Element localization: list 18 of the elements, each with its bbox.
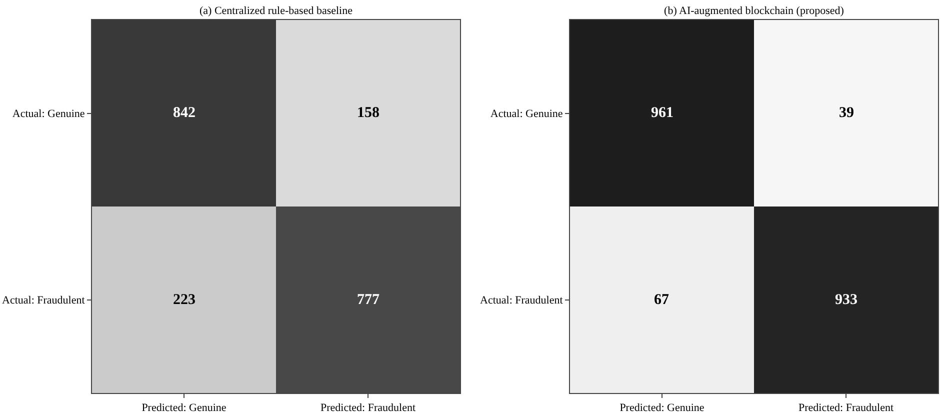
data-label: 777 [357,292,380,308]
x-tick-label: Predicted: Genuine [620,402,704,414]
data-label: 223 [173,292,196,308]
x-tick-label: Predicted: Genuine [142,402,226,414]
data-label: 39 [839,105,854,121]
x-tick-label: Predicted: Fraudulent [798,402,894,414]
data-label: 933 [835,292,858,308]
data-label: 67 [654,292,670,308]
data-label: 961 [651,105,674,121]
x-tick-label: Predicted: Fraudulent [320,402,416,414]
chart-title: (a) Centralized rule-based baseline [199,4,353,17]
y-tick-label: Actual: Genuine [490,108,563,120]
data-label: 842 [173,105,196,121]
data-label: 158 [357,105,380,121]
chart-title: (b) AI-augmented blockchain (proposed) [664,4,844,17]
y-tick-label: Actual: Genuine [12,108,85,120]
y-tick-label: Actual: Fraudulent [2,294,85,307]
y-tick-label: Actual: Fraudulent [480,294,563,307]
